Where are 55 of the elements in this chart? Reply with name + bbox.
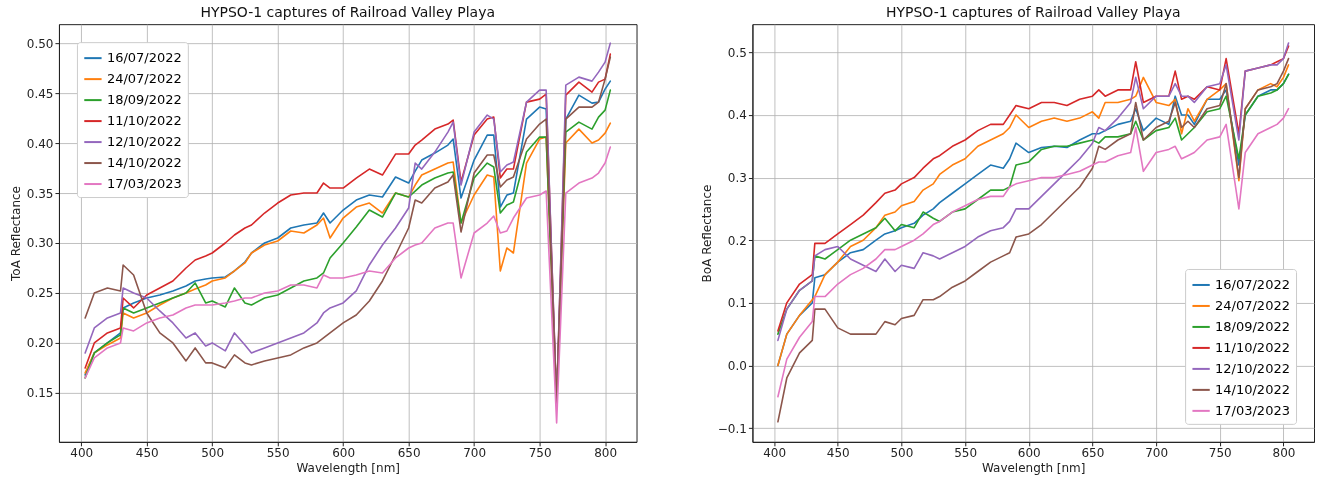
legend-label: 18/09/2022 <box>106 92 182 108</box>
legend-label: 17/03/2023 <box>1215 402 1290 418</box>
y-tick-label: 0.3 <box>727 171 747 186</box>
legend-label: 16/07/2022 <box>106 50 182 66</box>
chart-title: HYPSO-1 captures of Railroad Valley Playa <box>885 4 1181 21</box>
legend-label: 14/10/2022 <box>106 155 182 171</box>
x-tick-label: 750 <box>1208 446 1232 461</box>
y-axis-title: ToA Reflectance <box>8 186 23 282</box>
x-tick-label: 650 <box>397 446 421 461</box>
y-tick-label: 0.30 <box>26 236 54 251</box>
x-axis-title: Wavelength [nm] <box>981 461 1086 476</box>
x-tick-label: 550 <box>266 446 290 461</box>
y-tick-label: 0.5 <box>727 45 747 60</box>
x-tick-label: 500 <box>201 446 225 461</box>
x-tick-label: 600 <box>332 446 356 461</box>
x-tick-label: 800 <box>1272 446 1296 461</box>
legend-label: 14/10/2022 <box>1215 381 1290 397</box>
legend-label: 12/10/2022 <box>1215 360 1290 376</box>
y-axis-title: BoA Reflectance <box>699 184 714 283</box>
x-tick-label: 400 <box>763 446 787 461</box>
legend-label: 11/10/2022 <box>106 113 182 129</box>
x-tick-label: 450 <box>826 446 850 461</box>
y-tick-label: 0.20 <box>26 336 54 351</box>
legend-label: 18/09/2022 <box>1215 318 1290 334</box>
x-tick-label: 400 <box>70 446 94 461</box>
x-tick-label: 700 <box>1145 446 1169 461</box>
x-axis-title: Wavelength [nm] <box>296 461 400 476</box>
legend-label: 24/07/2022 <box>106 71 182 87</box>
y-tick-label: 0.45 <box>26 86 54 101</box>
x-tick-label: 550 <box>954 446 978 461</box>
y-tick-label: 0.50 <box>26 36 54 51</box>
y-tick-label: 0.25 <box>26 286 54 301</box>
legend-label: 11/10/2022 <box>1215 339 1290 355</box>
y-tick-label: 0.4 <box>727 108 747 123</box>
x-tick-label: 750 <box>528 446 552 461</box>
y-tick-label: −0.1 <box>717 421 747 436</box>
y-tick-label: 0.0 <box>727 358 747 373</box>
legend-label: 12/10/2022 <box>106 134 182 150</box>
legend-label: 24/07/2022 <box>1215 297 1290 313</box>
x-tick-label: 600 <box>1017 446 1041 461</box>
y-tick-label: 0.40 <box>26 136 54 151</box>
x-tick-label: 450 <box>135 446 159 461</box>
x-tick-label: 800 <box>594 446 618 461</box>
y-tick-label: 0.35 <box>26 186 54 201</box>
legend-label: 16/07/2022 <box>1215 276 1290 292</box>
line-series <box>777 107 1290 398</box>
chart-title: HYPSO-1 captures of Railroad Valley Playa <box>200 4 495 21</box>
legend-label: 17/03/2023 <box>106 176 182 192</box>
x-tick-label: 500 <box>890 446 914 461</box>
x-tick-label: 650 <box>1081 446 1105 461</box>
x-tick-label: 700 <box>463 446 487 461</box>
y-tick-label: 0.1 <box>727 296 747 311</box>
y-tick-label: 0.2 <box>727 233 747 248</box>
line-series <box>777 57 1290 423</box>
y-tick-label: 0.15 <box>26 386 54 401</box>
